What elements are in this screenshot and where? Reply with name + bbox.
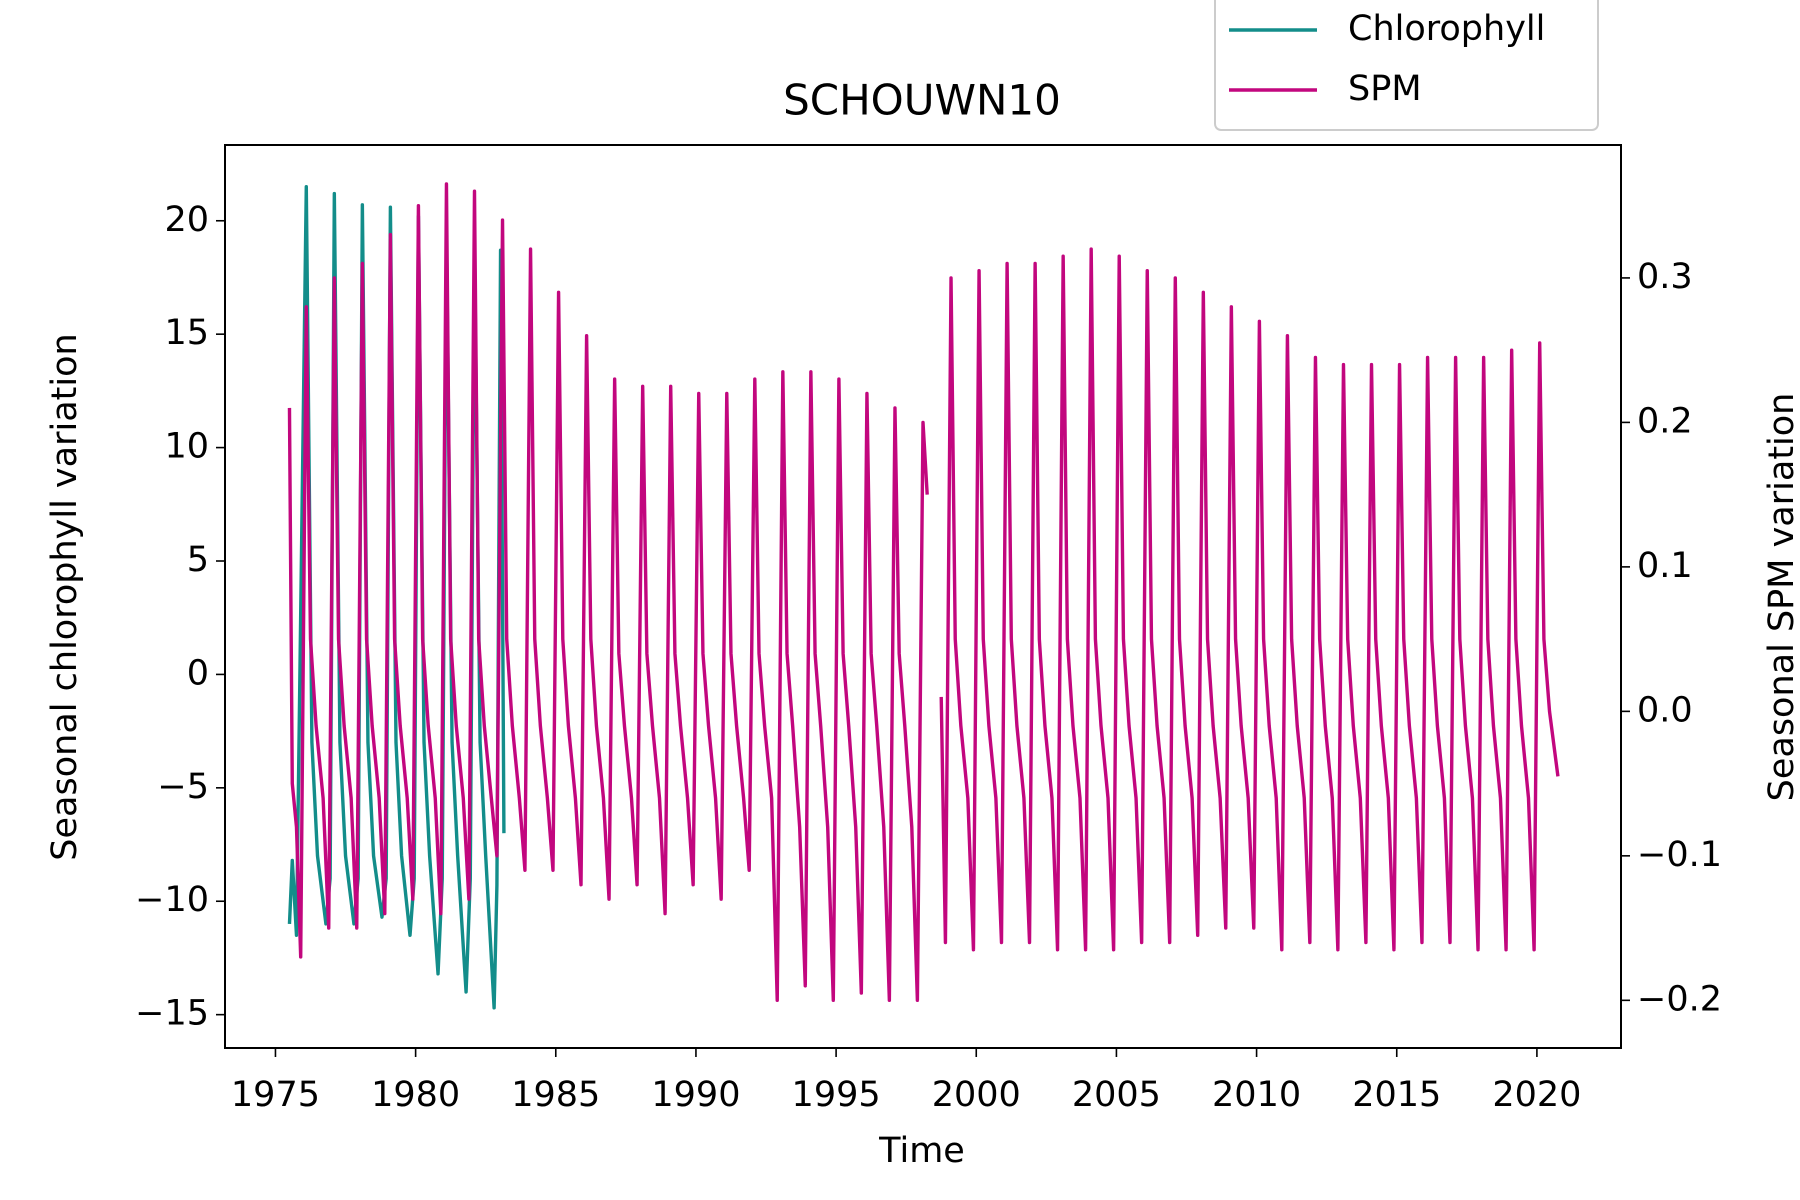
y-tick-label: 5 [187, 540, 209, 580]
y2-tick-label: 0.3 [1637, 257, 1693, 297]
y-axis-label: Seasonal chlorophyll variation [45, 333, 85, 860]
series-line [287, 182, 929, 1003]
y-tick-label: −5 [157, 767, 209, 807]
plot-frame [224, 144, 1622, 1049]
y2-tick-label: 0.1 [1637, 546, 1693, 586]
legend-box [1214, 0, 1599, 131]
x-tick-label: 1975 [231, 1075, 320, 1115]
x-tick-label: 2000 [932, 1075, 1021, 1115]
y-tick-label: −10 [135, 880, 209, 920]
x-axis-label: Time [878, 1131, 965, 1171]
y-tick-label: 15 [164, 313, 209, 353]
y-tick-label: 20 [164, 200, 209, 240]
y2-tick-label: −0.2 [1637, 979, 1722, 1019]
y2-tick-label: 0.0 [1637, 690, 1693, 730]
y2-tick-label: 0.2 [1637, 401, 1693, 441]
x-tick-label: 2010 [1212, 1075, 1301, 1115]
x-tick-label: 1995 [792, 1075, 881, 1115]
x-tick-label: 1990 [651, 1075, 740, 1115]
series-line [939, 247, 1560, 952]
legend-label: SPM [1348, 69, 1422, 109]
x-tick-label: 1985 [511, 1075, 600, 1115]
chart-title: SCHOUWN10 [783, 76, 1061, 125]
x-tick-label: 2005 [1072, 1075, 1161, 1115]
legend-label: Chlorophyll [1348, 9, 1545, 49]
x-tick-label: 2015 [1352, 1075, 1441, 1115]
y-tick-label: 10 [164, 427, 209, 467]
y-tick-label: 0 [187, 653, 209, 693]
y-tick-label: −15 [135, 994, 209, 1034]
x-tick-label: 1980 [371, 1075, 460, 1115]
y2-axis-label: Seasonal SPM variation [1762, 393, 1800, 802]
x-tick-label: 2020 [1492, 1075, 1581, 1115]
y2-tick-label: −0.1 [1637, 835, 1722, 875]
